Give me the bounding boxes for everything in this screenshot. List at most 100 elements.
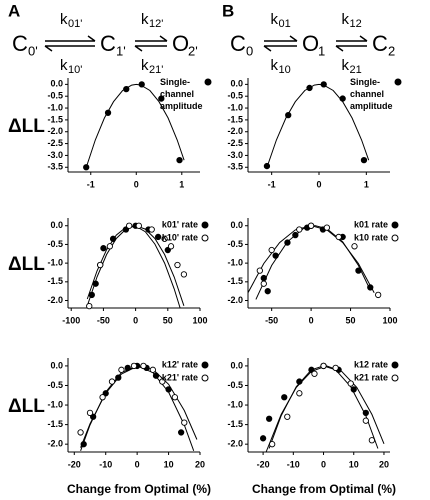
legend-marker — [204, 78, 212, 86]
x-tick-label: -50 — [265, 315, 278, 325]
state-letter: C — [230, 31, 246, 56]
y-tick-label: -0.5 — [227, 91, 243, 101]
state-sub: 2 — [388, 43, 395, 58]
x-tick-label: -20 — [257, 459, 270, 469]
y-tick-label: -2.5 — [47, 138, 63, 148]
x-tick-label: -10 — [287, 459, 300, 469]
rate-letter: k — [60, 57, 68, 74]
legend-marker — [391, 221, 399, 229]
state-letter: O — [302, 31, 319, 56]
legend-label: k01' rate — [162, 219, 198, 229]
data-point — [97, 261, 104, 269]
forward-arrow — [264, 35, 298, 42]
data-point — [263, 162, 271, 170]
y-tick-label: -0.5 — [227, 380, 243, 390]
x-tick-label: -10 — [99, 459, 112, 469]
x-tick-label: -50 — [97, 315, 110, 325]
data-point — [152, 372, 160, 379]
data-point — [269, 441, 276, 448]
data-point — [115, 374, 122, 381]
state-letter: C — [12, 31, 28, 56]
data-point — [296, 378, 303, 385]
x-tick-label: 100 — [192, 315, 207, 325]
data-point — [296, 390, 303, 397]
y-tick-label: -2.0 — [227, 439, 243, 449]
data-point — [368, 437, 376, 444]
data-point — [284, 239, 291, 246]
legend-label: k01 rate — [354, 219, 388, 229]
x-tick-label: -1 — [87, 179, 95, 189]
data-point — [265, 415, 273, 422]
legend-marker — [201, 234, 209, 242]
x-tick-label: 0 — [134, 179, 139, 189]
x-tick-label: 1 — [364, 179, 369, 189]
legend-marker — [391, 234, 399, 242]
data-point — [86, 409, 94, 417]
y-tick-label: -1.0 — [227, 102, 243, 112]
y-axis-label: ΔLL — [8, 396, 45, 417]
data-point — [118, 366, 125, 373]
state-sub: 0' — [28, 43, 38, 58]
data-point — [161, 235, 168, 242]
state-letter: C — [100, 31, 116, 56]
y-tick-label: -2.5 — [227, 138, 243, 148]
data-point — [148, 226, 155, 233]
y-tick-label: -3.5 — [47, 162, 63, 172]
data-point — [108, 378, 116, 385]
y-tick-label: -0.5 — [47, 239, 63, 249]
data-point — [174, 261, 181, 269]
data-point — [149, 366, 157, 373]
data-point — [350, 386, 357, 393]
data-point — [306, 84, 313, 92]
x-tick-label: 20 — [379, 459, 389, 469]
legend-marker — [394, 78, 402, 86]
rate-letter: k — [271, 57, 279, 74]
data-point — [99, 394, 106, 401]
fit-curve — [266, 83, 370, 168]
state-letter: O — [172, 31, 189, 56]
data-point — [285, 112, 292, 119]
y-tick-label: -1.0 — [227, 258, 243, 268]
state-sub: 2' — [188, 43, 198, 58]
state-sub: 1' — [116, 43, 126, 58]
legend-label: k12' rate — [162, 359, 198, 369]
y-tick-label: -0.5 — [47, 91, 63, 101]
data-point — [281, 394, 288, 401]
rate-sub: 21' — [149, 64, 163, 76]
state-sub: 0 — [246, 43, 253, 58]
x-tick-label: 0 — [309, 315, 314, 325]
forward-arrow — [135, 35, 168, 42]
data-point — [264, 288, 271, 295]
legend-label: k10' rate — [162, 232, 198, 242]
data-point — [260, 274, 267, 282]
data-point — [167, 243, 175, 250]
y-tick-label: -1.0 — [227, 399, 243, 409]
data-point — [158, 95, 165, 102]
data-point — [375, 291, 382, 299]
backward-arrow — [44, 45, 95, 52]
data-point — [362, 417, 369, 424]
data-point — [181, 419, 188, 426]
data-point — [335, 233, 342, 241]
data-point — [83, 164, 90, 171]
legend-label: Single-channel amplitude — [350, 77, 393, 111]
y-tick-label: -1.0 — [47, 399, 63, 409]
x-axis-label: Change from Optimal (%) — [252, 482, 396, 496]
data-point — [268, 246, 275, 254]
y-tick-label: -2.0 — [227, 295, 243, 305]
rate-sub: 21 — [350, 64, 362, 76]
data-point — [109, 235, 117, 242]
y-tick-label: 0.0 — [50, 79, 63, 89]
data-point — [347, 380, 354, 387]
data-point — [104, 109, 112, 116]
y-tick-label: -2.0 — [47, 439, 63, 449]
forward-arrow — [45, 35, 96, 42]
data-point — [256, 267, 263, 274]
data-point — [86, 302, 93, 310]
forward-arrow — [336, 35, 368, 42]
data-point — [135, 222, 142, 229]
legend-marker — [201, 221, 209, 229]
x-tick-label: 0 — [135, 459, 140, 469]
